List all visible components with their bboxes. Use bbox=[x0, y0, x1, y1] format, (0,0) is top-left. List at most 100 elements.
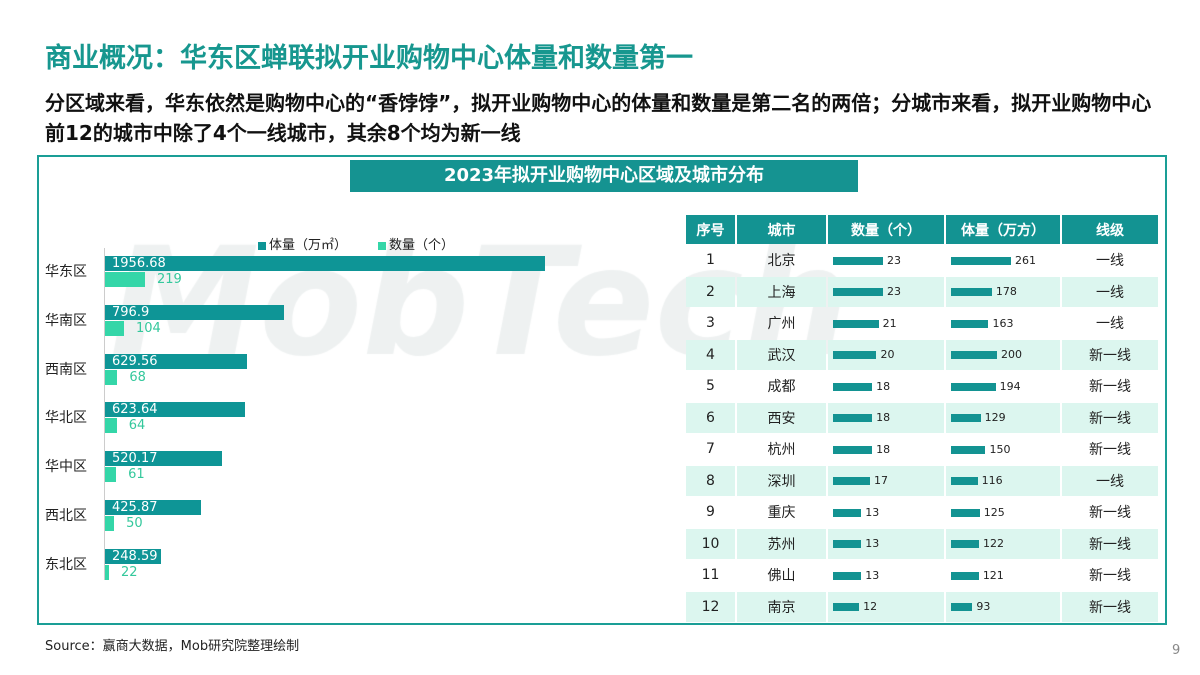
column-header: 体量（万方） bbox=[946, 215, 1060, 244]
count-bar bbox=[833, 540, 862, 549]
count-bar bbox=[833, 414, 873, 423]
count-cell: 18 bbox=[828, 434, 944, 465]
volume-value: 200 bbox=[1000, 348, 1022, 362]
volume-bar bbox=[951, 603, 973, 612]
volume-value: 261 bbox=[1015, 253, 1036, 267]
chart-title: 2023年拟开业购物中心区域及城市分布 bbox=[350, 160, 858, 192]
volume-bar bbox=[951, 477, 978, 486]
volume-cell: 261 bbox=[946, 245, 1060, 276]
city: 苏州 bbox=[737, 528, 826, 559]
count-value: 20 bbox=[880, 348, 895, 362]
table-row: 12 南京 12 93 新一线 bbox=[686, 591, 1158, 622]
volume-cell: 93 bbox=[946, 591, 1060, 622]
count-bar bbox=[833, 445, 873, 454]
table-row: 11 佛山 13 121 新一线 bbox=[686, 560, 1158, 591]
table-row: 1 北京 23 261 一线 bbox=[686, 245, 1158, 276]
volume-value: 125 bbox=[983, 505, 1005, 519]
volume-value: 163 bbox=[992, 316, 1014, 330]
chart-frame bbox=[37, 155, 1167, 625]
count-cell: 21 bbox=[828, 308, 944, 339]
bar-count bbox=[105, 272, 145, 287]
city: 深圳 bbox=[737, 465, 826, 496]
category-label: 西南区 bbox=[45, 361, 87, 378]
tier: 新一线 bbox=[1062, 591, 1158, 622]
data-label-volume: 248.59 bbox=[112, 548, 158, 564]
count-value: 13 bbox=[865, 568, 880, 582]
count-cell: 13 bbox=[828, 560, 944, 591]
count-value: 23 bbox=[887, 253, 901, 267]
count-bar bbox=[833, 603, 860, 612]
city: 西安 bbox=[737, 402, 826, 433]
volume-cell: 163 bbox=[946, 308, 1060, 339]
count-cell: 20 bbox=[828, 339, 944, 370]
bar-volume bbox=[105, 402, 246, 418]
rank: 9 bbox=[706, 504, 715, 521]
tier: 新一线 bbox=[1062, 339, 1158, 370]
volume-cell: 150 bbox=[946, 434, 1060, 465]
volume-cell: 129 bbox=[946, 402, 1060, 433]
volume-bar bbox=[951, 540, 980, 549]
tier: 新一线 bbox=[1089, 442, 1131, 459]
count-cell: 18 bbox=[828, 371, 944, 402]
bar-volume bbox=[105, 353, 247, 369]
city: 杭州 bbox=[767, 442, 796, 459]
count-value: 23 bbox=[887, 285, 901, 299]
count-value: 18 bbox=[876, 442, 891, 456]
tier: 一线 bbox=[1062, 276, 1158, 307]
count-cell: 12 bbox=[828, 591, 944, 622]
data-label-volume: 425.87 bbox=[112, 500, 158, 515]
bar-volume bbox=[105, 548, 161, 564]
tier: 新一线 bbox=[1089, 505, 1131, 522]
data-label-volume: 629.56 bbox=[112, 353, 158, 369]
column-header: 城市 bbox=[737, 215, 826, 244]
category-label: 东北区 bbox=[45, 556, 87, 573]
column-header: 序号 bbox=[686, 215, 735, 244]
volume-cell: 200 bbox=[946, 339, 1060, 370]
bar-count bbox=[105, 418, 117, 434]
count-cell: 17 bbox=[828, 465, 944, 496]
category-label: 华东区 bbox=[45, 264, 87, 280]
volume-value: 122 bbox=[983, 537, 1005, 551]
rank: 5 bbox=[706, 378, 715, 395]
rank: 7 bbox=[706, 441, 715, 458]
count-value: 12 bbox=[863, 600, 878, 614]
city: 成都 bbox=[767, 379, 796, 396]
volume-bar bbox=[951, 508, 980, 517]
count-cell: 13 bbox=[828, 497, 944, 528]
city: 重庆 bbox=[767, 505, 796, 522]
rank: 4 bbox=[686, 339, 735, 370]
rank: 6 bbox=[686, 402, 735, 433]
volume-bar bbox=[951, 382, 996, 391]
city: 广州 bbox=[767, 316, 796, 333]
volume-bar bbox=[951, 571, 979, 580]
data-label-count: 50 bbox=[126, 516, 143, 531]
count-bar bbox=[833, 477, 870, 486]
category-label: 华中区 bbox=[45, 459, 87, 476]
category-label: 华北区 bbox=[45, 410, 87, 427]
volume-value: 121 bbox=[982, 568, 1004, 582]
table-row: 2 上海 23 178 一线 bbox=[686, 276, 1158, 307]
city: 上海 bbox=[737, 276, 826, 307]
table-row: 7 杭州 18 150 新一线 bbox=[686, 434, 1158, 465]
table-row: 4 武汉 20 200 新一线 bbox=[686, 339, 1158, 370]
volume-value: 194 bbox=[999, 379, 1021, 393]
category-label: 华南区 bbox=[45, 312, 87, 329]
table-row: 10 苏州 13 122 新一线 bbox=[686, 528, 1158, 559]
rank: 8 bbox=[686, 465, 735, 496]
volume-cell: 125 bbox=[946, 497, 1060, 528]
tier: 一线 bbox=[1096, 253, 1124, 270]
city: 南京 bbox=[737, 591, 826, 622]
count-cell: 23 bbox=[828, 276, 944, 307]
data-label-volume: 796.9 bbox=[112, 304, 150, 320]
count-value: 13 bbox=[865, 505, 880, 519]
count-value: 13 bbox=[865, 537, 880, 551]
count-cell: 23 bbox=[828, 245, 944, 276]
tier: 新一线 bbox=[1062, 528, 1158, 559]
count-bar bbox=[833, 382, 873, 391]
legend-label: 体量（万㎡） bbox=[269, 238, 348, 253]
subtitle: 分区域来看，华东依然是购物中心的“香饽饽”，拟开业购物中心的体量和数量是第二名的… bbox=[45, 91, 1152, 145]
bar-count bbox=[105, 320, 124, 336]
volume-bar bbox=[951, 319, 989, 328]
volume-cell: 116 bbox=[946, 465, 1060, 496]
